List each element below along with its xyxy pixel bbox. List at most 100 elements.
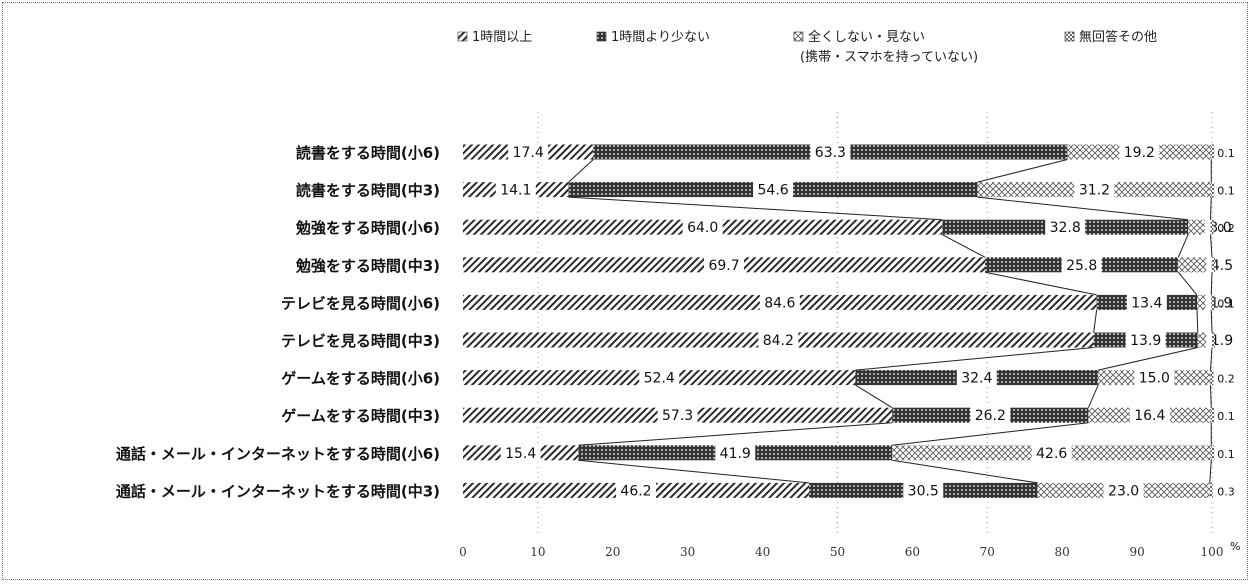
data-label-no-answer: 0.1 bbox=[1217, 297, 1235, 310]
x-axis: 0 10 20 30 40 50 60 70 80 90 100% bbox=[459, 540, 1240, 559]
data-label-no-answer: 0.1 bbox=[1217, 185, 1235, 198]
connector-line bbox=[1087, 384, 1099, 408]
data-label-under-1h: 25.8 bbox=[1066, 258, 1097, 274]
data-label-under-1h: 54.6 bbox=[758, 183, 789, 199]
data-label-above-1h: 84.6 bbox=[764, 295, 795, 311]
data-label-bg bbox=[616, 481, 657, 500]
connector-line bbox=[568, 196, 943, 221]
x-tick-label: 10 bbox=[530, 545, 545, 559]
data-label-no-answer: 0.1 bbox=[1217, 410, 1235, 423]
legend-label-none: 全くしない・見ない bbox=[808, 29, 925, 45]
connector-line bbox=[578, 459, 810, 484]
bar-segment-no-answer bbox=[1212, 332, 1215, 348]
category-label: 勉強をする時間(小6) bbox=[295, 219, 440, 237]
data-label-above-1h: 69.7 bbox=[708, 258, 739, 274]
data-label-none: 42.6 bbox=[1036, 446, 1067, 462]
data-label-bg bbox=[1031, 443, 1072, 462]
connector-line bbox=[1210, 347, 1213, 371]
connector-line bbox=[892, 422, 1089, 446]
connector-line bbox=[855, 384, 893, 409]
data-label-none: 23.0 bbox=[1108, 483, 1139, 499]
bar-segment-no-answer bbox=[1211, 445, 1215, 461]
data-label-above-1h: 17.4 bbox=[513, 145, 544, 161]
data-label-under-1h: 13.4 bbox=[1131, 295, 1162, 311]
data-label-bg bbox=[903, 481, 944, 500]
x-tick-label: 70 bbox=[980, 545, 995, 559]
data-label-bg bbox=[508, 143, 549, 161]
x-tick-label: 50 bbox=[830, 545, 845, 559]
data-label-none: 31.2 bbox=[1079, 183, 1110, 199]
bar-segment-no-answer bbox=[1210, 219, 1214, 235]
connector-line bbox=[1196, 309, 1199, 333]
data-label-under-1h: 32.4 bbox=[961, 371, 992, 387]
category-label: ゲームをする時間(中3) bbox=[281, 407, 440, 425]
data-label-bg bbox=[657, 406, 698, 425]
legend-swatch-no-answer bbox=[1064, 31, 1075, 42]
legend-label-above-1h: 1時間以上 bbox=[472, 30, 532, 45]
legend-label-under-1h: 1時間より少ない bbox=[611, 30, 710, 45]
connector-line bbox=[1177, 271, 1198, 296]
data-label-bg bbox=[1074, 180, 1115, 199]
bar-segment-no-answer bbox=[1211, 144, 1215, 160]
data-label-above-1h: 15.4 bbox=[505, 446, 536, 462]
bar-segment-no-answer bbox=[1211, 182, 1215, 198]
data-label-bg bbox=[1061, 255, 1102, 274]
connector-line bbox=[1177, 234, 1189, 258]
data-label-under-1h: 26.2 bbox=[975, 408, 1006, 424]
data-label-no-answer: 0.2 bbox=[1217, 373, 1235, 386]
legend-swatch-above-1h bbox=[457, 31, 468, 42]
data-label-none: 19.2 bbox=[1124, 145, 1155, 161]
data-label-none: 4.5 bbox=[1211, 258, 1233, 274]
connector-line bbox=[855, 347, 1094, 371]
category-label: テレビを見る時間(中3) bbox=[281, 332, 440, 350]
bar-segment-no-answer bbox=[1211, 407, 1215, 423]
category-label: 勉強をする時間(中3) bbox=[295, 257, 440, 275]
legend-swatch-none bbox=[793, 31, 804, 42]
category-labels: 読書をする時間(小6) 読書をする時間(中3) 勉強をする時間(小6) 勉強をする時間… bbox=[116, 144, 440, 500]
x-tick-label: 40 bbox=[755, 545, 770, 559]
data-label-bg bbox=[759, 293, 800, 312]
connector-line bbox=[1210, 272, 1213, 295]
x-tick-label: 90 bbox=[1129, 545, 1144, 559]
data-label-under-1h: 41.9 bbox=[720, 446, 751, 462]
legend: 1時間以上 1時間より少ない 全くしない・見ない (携帯・スマホを持っていない) 無回答… bbox=[457, 29, 1157, 65]
data-label-none: 16.4 bbox=[1134, 408, 1165, 424]
category-label: ゲームをする時間(小6) bbox=[281, 370, 440, 388]
data-label-above-1h: 46.2 bbox=[620, 483, 651, 499]
data-label-above-1h: 57.3 bbox=[662, 408, 693, 424]
data-label-bg bbox=[1129, 406, 1170, 425]
x-tick-label: 0 bbox=[459, 545, 467, 559]
data-label-above-1h: 84.2 bbox=[763, 333, 794, 349]
connector-line bbox=[1210, 309, 1213, 333]
data-label-bg bbox=[704, 255, 745, 274]
data-label-bg bbox=[956, 368, 997, 387]
gridlines bbox=[537, 112, 1213, 535]
data-label-under-1h: 63.3 bbox=[815, 145, 846, 161]
legend-label-no-answer: 無回答その他 bbox=[1079, 29, 1157, 45]
data-label-bg bbox=[758, 331, 799, 349]
data-label-bg bbox=[715, 443, 756, 462]
legend-swatch-under-1h bbox=[596, 31, 607, 42]
data-label-bg bbox=[500, 443, 541, 462]
data-label-bg bbox=[970, 406, 1011, 425]
category-label: 通話・メール・インターネットをする時間(中3) bbox=[116, 482, 440, 500]
data-label-none: 1.9 bbox=[1210, 295, 1232, 311]
data-label-under-1h: 32.8 bbox=[1050, 220, 1081, 236]
connector-line bbox=[1210, 197, 1212, 220]
data-label-bg bbox=[1126, 293, 1167, 312]
connector-line bbox=[568, 159, 594, 183]
bar-segment-no-answer bbox=[1212, 257, 1215, 273]
connector-line bbox=[942, 234, 986, 258]
data-label-none: 15.0 bbox=[1139, 371, 1170, 387]
data-label-bg bbox=[1134, 368, 1175, 387]
data-label-bg bbox=[1045, 218, 1086, 237]
connector-line bbox=[1209, 460, 1212, 483]
x-tick-label: 100 bbox=[1201, 545, 1224, 559]
connector-line bbox=[977, 196, 1189, 221]
bar-segment-no-answer bbox=[1209, 482, 1213, 498]
data-label-under-1h: 30.5 bbox=[908, 483, 939, 499]
connector-line bbox=[1093, 309, 1098, 333]
data-label-bg bbox=[1103, 481, 1144, 500]
